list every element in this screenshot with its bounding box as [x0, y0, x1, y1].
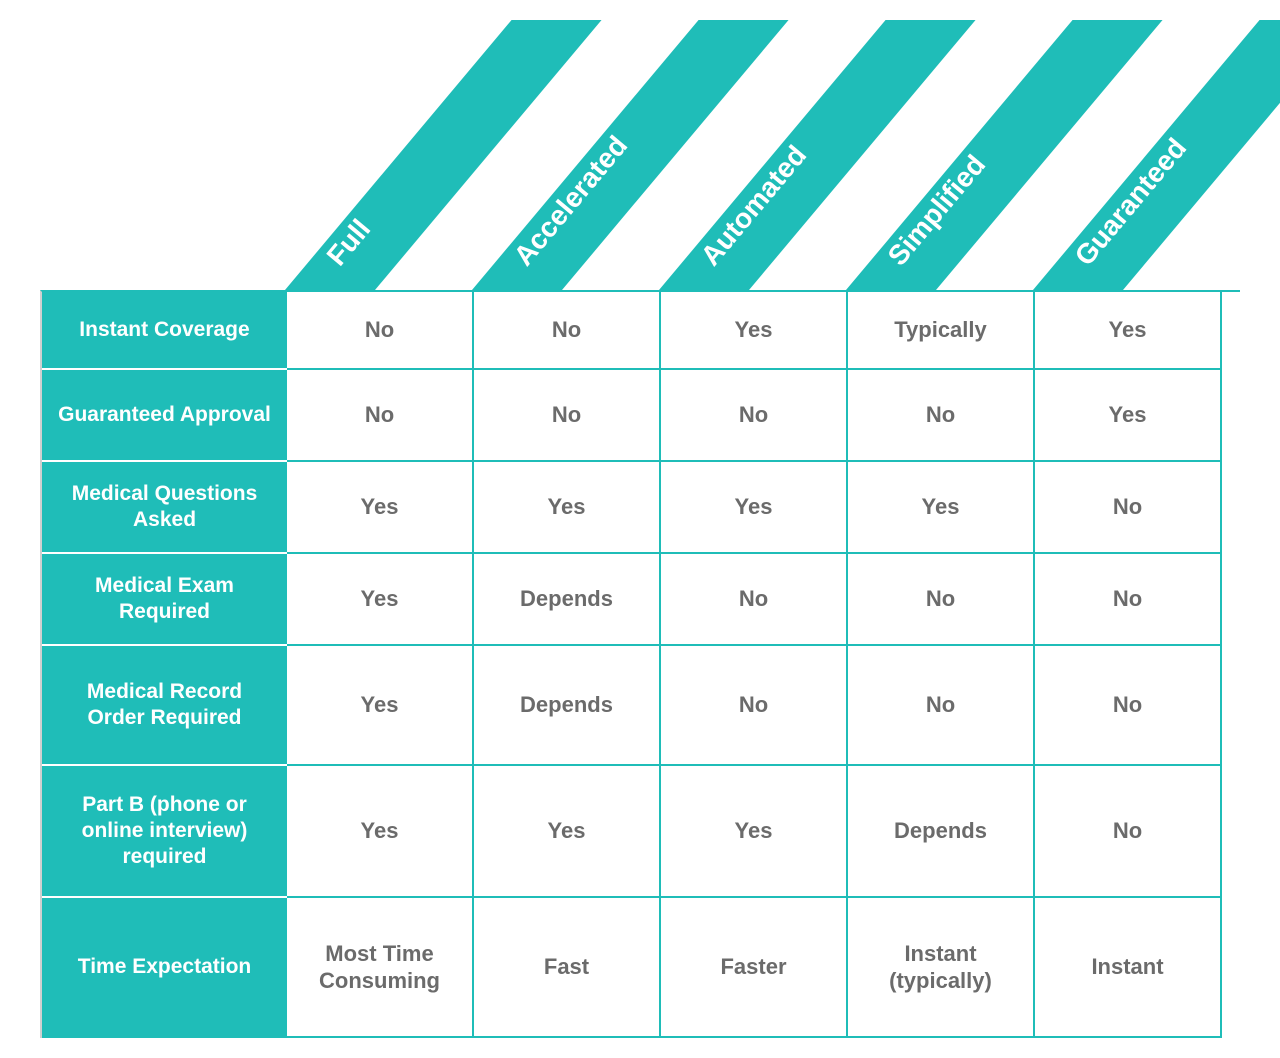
table-cell: No [287, 370, 474, 462]
table-cell: Yes [474, 766, 661, 898]
row-header: Medical Questions Asked [42, 462, 287, 554]
table-cell: No [848, 370, 1035, 462]
row-header: Guaranteed Approval [42, 370, 287, 462]
col-header-label: Full [321, 213, 378, 272]
table-cell: Typically [848, 292, 1035, 370]
comparison-table: Instant CoverageNoNoYesTypicallyYesGuara… [40, 290, 1240, 1038]
comparison-chart: Full Accelerated Automated Simplified Gu… [40, 20, 1240, 1038]
table-cell: No [661, 646, 848, 766]
table-cell: Instant (typically) [848, 898, 1035, 1038]
table-cell: Yes [661, 462, 848, 554]
table-cell: No [1035, 462, 1222, 554]
table-cell: Yes [1035, 370, 1222, 462]
table-cell: No [474, 370, 661, 462]
col-header-label: Automated [695, 139, 814, 272]
table-cell: Yes [661, 292, 848, 370]
table-cell: No [1035, 766, 1222, 898]
row-header: Time Expectation [42, 898, 287, 1038]
table-cell: Yes [287, 554, 474, 646]
table-cell: Yes [474, 462, 661, 554]
table-cell: No [848, 646, 1035, 766]
diagonal-column-headers: Full Accelerated Automated Simplified Gu… [285, 20, 1240, 290]
table-cell: No [1035, 554, 1222, 646]
table-cell: Yes [848, 462, 1035, 554]
table-cell: Most Time Consuming [287, 898, 474, 1038]
table-cell: Yes [287, 462, 474, 554]
table-cell: Faster [661, 898, 848, 1038]
table-cell: Depends [474, 554, 661, 646]
col-header-label: Accelerated [508, 130, 635, 272]
col-header-label: Guaranteed [1069, 132, 1194, 272]
table-cell: No [661, 554, 848, 646]
table-cell: Yes [1035, 292, 1222, 370]
row-header: Instant Coverage [42, 292, 287, 370]
row-header: Part B (phone or online interview) requi… [42, 766, 287, 898]
row-header: Medical Record Order Required [42, 646, 287, 766]
table-cell: Fast [474, 898, 661, 1038]
table-cell: No [474, 292, 661, 370]
table-cell: Yes [661, 766, 848, 898]
col-header-label: Simplified [882, 149, 993, 272]
table-cell: Instant [1035, 898, 1222, 1038]
table-cell: No [848, 554, 1035, 646]
table-cell: Depends [848, 766, 1035, 898]
table-cell: No [661, 370, 848, 462]
table-cell: No [1035, 646, 1222, 766]
table-cell: No [287, 292, 474, 370]
table-cell: Yes [287, 766, 474, 898]
row-header: Medical Exam Required [42, 554, 287, 646]
table-cell: Yes [287, 646, 474, 766]
table-cell: Depends [474, 646, 661, 766]
